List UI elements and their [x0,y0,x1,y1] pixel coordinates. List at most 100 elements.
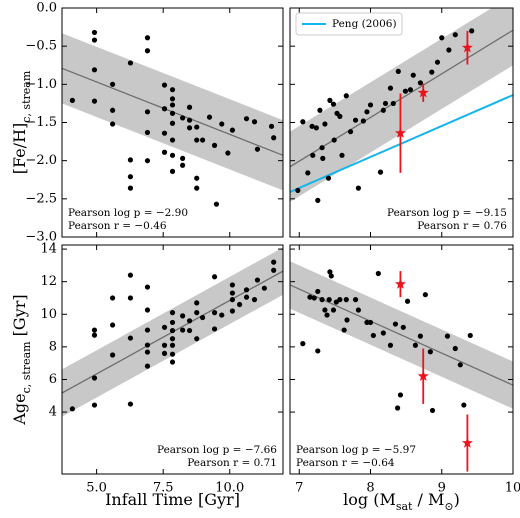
point [169,319,176,326]
point [337,297,343,303]
point [380,330,386,336]
point [169,310,176,316]
point [254,277,261,283]
y-tick-label: 10 [40,307,57,322]
label-part: c, stream [20,341,33,394]
point [211,326,218,332]
point [313,125,319,131]
point [457,362,463,368]
point [91,37,98,43]
annotation: Pearson log p = −7.66 [157,444,277,456]
point [144,48,151,54]
point [169,168,176,174]
annotation: Pearson r = 0.71 [187,457,277,469]
point [91,332,98,338]
star-point [394,278,406,289]
point [469,28,475,34]
point [387,85,394,91]
point [309,123,315,129]
point [109,352,116,358]
point [169,351,176,357]
point [327,97,333,103]
point [127,185,134,191]
point [315,197,321,203]
point [91,327,98,333]
y-tick-label: 4 [49,405,57,420]
point [180,162,186,168]
point [186,318,193,324]
point [169,110,176,116]
point [254,146,261,152]
x-tick-label: 10.0 [215,481,244,496]
point [434,59,441,65]
point [295,187,301,194]
point [367,319,374,326]
point [144,349,151,355]
point [402,88,409,94]
point [180,115,186,121]
point [461,402,467,408]
point [169,87,176,93]
point [300,119,306,125]
point [199,137,206,143]
point [355,307,361,313]
star-point [394,127,406,138]
panel [290,8,513,203]
point [91,402,98,408]
fit-line [290,29,513,168]
point [347,129,354,135]
y-tick-label: −2.5 [25,191,57,206]
point [467,332,473,339]
point [144,109,151,115]
point [330,101,337,107]
point [109,295,116,301]
point [109,107,116,113]
point [395,68,401,74]
star-point [417,370,429,381]
label-part: log ( [343,490,379,509]
point [328,273,334,279]
point [422,292,428,298]
point [144,307,151,313]
point [344,317,350,323]
point [271,267,277,273]
point [322,307,328,313]
point [390,100,396,107]
y-tick-label: 0.0 [36,1,57,16]
legend-box [295,12,403,36]
point [325,175,332,181]
point [161,324,168,330]
point [127,60,134,66]
y-tick-label: 8 [49,339,57,354]
point [427,349,433,355]
point [91,67,98,73]
model-line [290,94,513,193]
point [446,47,452,53]
label-part: Age [10,393,29,425]
point [91,98,98,104]
label-part: Infall Time [Gyr] [105,490,240,509]
point [305,170,311,176]
point [206,114,213,120]
y-tick-label: 14 [40,242,57,257]
point [229,290,236,296]
point [243,287,250,293]
point [229,308,236,314]
point [161,82,168,88]
y-tick-label: −1.0 [25,77,57,92]
label-part: / M [412,490,444,509]
point [367,102,374,108]
label-part: M [379,490,395,509]
point [180,327,186,333]
star-point [417,86,429,98]
x-axis-label: Infall Time [Gyr] [105,490,240,509]
point [144,129,151,136]
point [127,401,134,407]
y-tick-label: −3.0 [25,230,57,245]
point [211,310,218,316]
point [161,130,168,136]
point [243,116,250,122]
y-tick-label: −2.0 [25,153,57,168]
y-axis-label: [Fe/H]c, stream [10,70,33,174]
